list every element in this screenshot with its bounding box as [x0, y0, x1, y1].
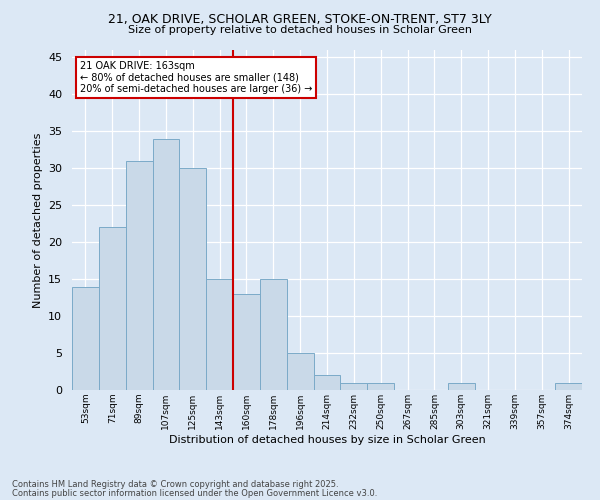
Text: 21, OAK DRIVE, SCHOLAR GREEN, STOKE-ON-TRENT, ST7 3LY: 21, OAK DRIVE, SCHOLAR GREEN, STOKE-ON-T…: [108, 12, 492, 26]
Bar: [233, 294, 260, 390]
Bar: [314, 375, 340, 390]
Bar: [287, 353, 314, 390]
Bar: [72, 286, 99, 390]
Text: Contains HM Land Registry data © Crown copyright and database right 2025.: Contains HM Land Registry data © Crown c…: [12, 480, 338, 489]
Bar: [367, 382, 394, 390]
Bar: [179, 168, 206, 390]
Bar: [260, 279, 287, 390]
Text: 21 OAK DRIVE: 163sqm
← 80% of detached houses are smaller (148)
20% of semi-deta: 21 OAK DRIVE: 163sqm ← 80% of detached h…: [80, 61, 313, 94]
Bar: [152, 138, 179, 390]
Bar: [555, 382, 582, 390]
X-axis label: Distribution of detached houses by size in Scholar Green: Distribution of detached houses by size …: [169, 434, 485, 444]
Bar: [99, 228, 125, 390]
Bar: [206, 279, 233, 390]
Bar: [125, 161, 152, 390]
Text: Contains public sector information licensed under the Open Government Licence v3: Contains public sector information licen…: [12, 488, 377, 498]
Text: Size of property relative to detached houses in Scholar Green: Size of property relative to detached ho…: [128, 25, 472, 35]
Y-axis label: Number of detached properties: Number of detached properties: [32, 132, 43, 308]
Bar: [340, 382, 367, 390]
Bar: [448, 382, 475, 390]
